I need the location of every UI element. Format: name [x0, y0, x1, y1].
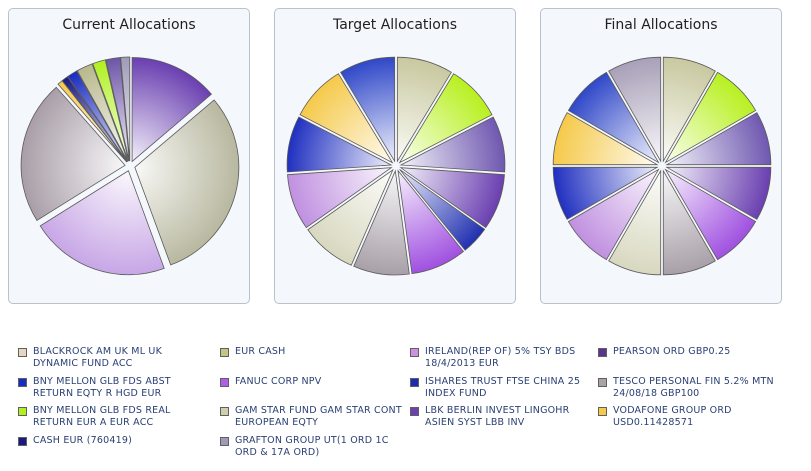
pie-slice-fanuc-corp-npv[interactable] [397, 169, 465, 275]
legend-label: BNY MELLON GLB FDS ABST RETURN EQTY R HG… [33, 376, 171, 399]
chart-panel-final: Final Allocations [540, 8, 782, 304]
legend-label: FANUC CORP NPV [235, 376, 322, 387]
legend-swatch [220, 348, 229, 357]
chart-title: Target Allocations [332, 17, 458, 33]
pie-chart-final [552, 56, 772, 276]
pie-slice-fanuc-corp-npv[interactable] [664, 168, 757, 261]
pie-slice-tesco-personal-fin-5-2-mtn-24-08-18-gbp100[interactable] [662, 169, 716, 276]
pie-slice-pearson-ord-gbp0-25[interactable] [399, 167, 505, 229]
pie-slice-lbk-berlin-invest-lingohr-asien-syst-lbb-inv[interactable] [105, 57, 130, 162]
pie-slice-bny-mellon-glb-fds-abst-return-eqty-r-hgd-eur[interactable] [552, 166, 659, 220]
pie-slice-cash-eur-760419[interactable] [61, 76, 128, 163]
pie-slice-grafton-group-ut-1-ord-1c-ord-17a-ord[interactable] [608, 56, 662, 163]
pie-slice-eur-cash[interactable] [39, 170, 165, 276]
legend-swatch [220, 378, 229, 387]
legend-label: GAM STAR FUND GAM STAR CONT EUROPEAN EQT… [235, 405, 402, 428]
legend-label: GRAFTON GROUP UT(1 ORD 1C ORD & 17A ORD) [235, 435, 389, 458]
pie-slice-bny-mellon-glb-fds-abst-return-eqty-r-hgd-eur[interactable] [67, 70, 128, 162]
legend-label: BLACKROCK AM UK ML UK DYNAMIC FUND ACC [33, 346, 162, 369]
legend-label: VODAFONE GROUP ORD USD0.11428571 [613, 405, 732, 428]
legend-label: CASH EUR (760419) [33, 435, 132, 446]
legend-swatch [220, 437, 229, 446]
pie-slice-blackrock-am-uk-ml-uk-dynamic-fund-acc[interactable] [20, 86, 126, 222]
legend-label: PEARSON ORD GBP0.25 [613, 346, 731, 357]
legend-swatch [18, 437, 27, 446]
pie-slice-vodafone-group-ord-usd0-11428571[interactable] [299, 73, 394, 164]
legend-swatch [598, 378, 607, 387]
pie-slice-grafton-group-ut-1-ord-1c-ord-17a-ord[interactable] [120, 56, 131, 162]
legend-swatch [598, 348, 607, 357]
pie-slice-lbk-berlin-invest-lingohr-asien-syst-lbb-inv[interactable] [399, 116, 506, 173]
legend-label: BNY MELLON GLB FDS REAL RETURN EUR A EUR… [33, 405, 171, 428]
pie-slice-eur-cash[interactable] [608, 169, 662, 276]
legend-swatch [598, 407, 607, 416]
pie-slice-bny-mellon-glb-fds-real-return-eur-a-eur-acc[interactable] [398, 73, 493, 164]
legend-swatch [410, 378, 419, 387]
pie-slice-bny-mellon-glb-fds-abst-return-eqty-r-hgd-eur[interactable] [567, 71, 660, 164]
legend-label: EUR CASH [235, 346, 286, 357]
legend-swatch [410, 348, 419, 357]
chart-title: Current Allocations [62, 17, 196, 33]
pie-slice-vodafone-group-ord-usd0-11428571[interactable] [552, 112, 659, 166]
pie-chart-target [286, 56, 506, 276]
pie-slice-pearson-ord-gbp0-25[interactable] [665, 166, 772, 220]
legend-swatch [220, 407, 229, 416]
legend-label: ISHARES TRUST FTSE CHINA 25 INDEX FUND [425, 376, 581, 399]
pie-slice-lbk-berlin-invest-lingohr-asien-syst-lbb-inv[interactable] [665, 112, 772, 166]
pie-slice-bny-mellon-glb-fds-real-return-eur-a-eur-acc[interactable] [664, 71, 757, 164]
chart-panel-target: Target Allocations [274, 8, 516, 304]
pie-slice-bny-mellon-glb-fds-abst-return-eqty-r-hgd-eur[interactable] [286, 116, 393, 173]
pie-chart-current [20, 56, 240, 276]
legend-swatch [410, 407, 419, 416]
legend-label: IRELAND(REP OF) 5% TSY BDS 18/4/2013 EUR [425, 346, 576, 369]
pie-slice-pearson-ord-gbp0-25[interactable] [131, 57, 212, 163]
legend-label: LBK BERLIN INVEST LINGOHR ASIEN SYST LBB… [425, 405, 570, 428]
pie-slice-gam-star-fund-gam-star-cont-european-eqty[interactable] [76, 63, 129, 162]
pie-slice-gam-star-fund-gam-star-cont-european-eqty[interactable] [396, 56, 452, 163]
pie-slice-bny-mellon-glb-fds-abst-return-eqty-r-hgd-eur[interactable] [340, 56, 396, 163]
pie-slice-tesco-personal-fin-5-2-mtn-24-08-18-gbp100[interactable] [353, 169, 410, 276]
pie-slice-ireland-rep-of-5-tsy-bds-18-4-2013-eur[interactable] [287, 167, 393, 229]
pie-slice-tesco-personal-fin-5-2-mtn-24-08-18-gbp100[interactable] [134, 99, 240, 266]
pie-slice-bny-mellon-glb-fds-real-return-eur-a-eur-acc[interactable] [92, 59, 129, 162]
legend-swatch [18, 348, 27, 357]
pie-slice-ishares-trust-ftse-china-25-index-fund[interactable] [399, 169, 486, 251]
legend-swatch [18, 378, 27, 387]
legend-swatch [18, 407, 27, 416]
chart-panel-current: Current Allocations [8, 8, 250, 304]
pie-slice-gam-star-fund-gam-star-cont-european-eqty[interactable] [662, 56, 716, 163]
legend-label: TESCO PERSONAL FIN 5.2% MTN 24/08/18 GBP… [613, 376, 774, 399]
pie-slice-ireland-rep-of-5-tsy-bds-18-4-2013-eur[interactable] [567, 168, 660, 261]
chart-title: Final Allocations [604, 17, 718, 33]
pie-slice-eur-cash[interactable] [307, 168, 394, 266]
